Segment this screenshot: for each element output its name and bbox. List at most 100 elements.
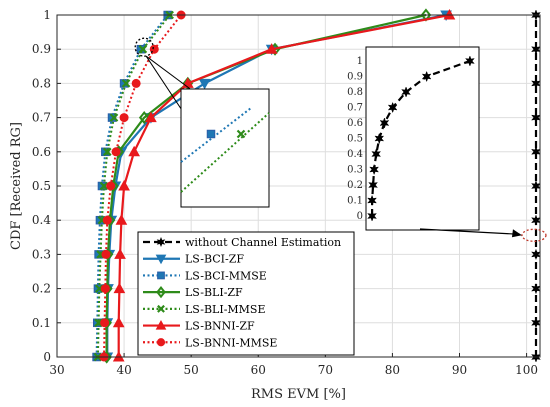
legend-label: LS-BLI-MMSE: [185, 303, 266, 316]
legend-marker: [157, 304, 165, 313]
inset-without-point: [421, 70, 432, 83]
x-tick-label: 30: [49, 363, 64, 377]
inset-without-point: [371, 148, 382, 160]
data-point: [265, 43, 278, 54]
data-point: [101, 249, 111, 259]
inset-tick-label: 0.8: [347, 87, 363, 98]
data-point: [107, 113, 117, 122]
y-axis-label: CDF [Received RG]: [9, 122, 24, 250]
legend-entry-without-channel-estimation: without Channel Estimation: [143, 236, 341, 249]
series-ls-bnni-mmse: [99, 10, 186, 362]
legend-label: LS-BNNI-MMSE: [185, 336, 277, 349]
inset-tick-label: 0.6: [347, 118, 363, 129]
y-tick-label: 0.3: [32, 247, 51, 261]
data-point: [118, 179, 130, 191]
inset-line-bci-mmse: [180, 107, 252, 163]
x-tick-label: 70: [318, 363, 333, 377]
inset-tick-label: 0.1: [347, 196, 363, 207]
legend-marker: [155, 254, 167, 265]
data-point: [198, 78, 211, 90]
inset-tick-label: 0: [357, 211, 363, 222]
inset-tick-label: 0.9: [347, 72, 363, 83]
legend-entry-ls-bli-mmse: LS-BLI-MMSE: [143, 303, 266, 316]
inset-tick-label: 1: [357, 56, 363, 67]
zoom-connector-line: [145, 55, 194, 92]
data-point: [113, 282, 126, 294]
legend: without Channel Estimation LS-BCI-ZF LS-BC…: [137, 231, 355, 356]
inset-without-point: [367, 194, 378, 207]
data-point: [112, 316, 125, 328]
zoom-inset-frame: [180, 88, 270, 208]
inset-without-point: [374, 132, 385, 145]
y-tick-label: 1: [43, 8, 51, 22]
data-point: [102, 215, 112, 225]
inset-tick-label: 0.4: [347, 149, 363, 160]
inset-tick-label: 0.7: [347, 103, 363, 114]
legend-frame: [137, 231, 355, 356]
inset-tick-label: 0.2: [347, 180, 363, 191]
legend-marker: [155, 320, 167, 330]
inset-tick-label: 0.5: [347, 134, 363, 145]
y-tick-label: 0.4: [32, 213, 51, 227]
y-tick-label: 0.5: [32, 179, 51, 193]
inset-without-point: [367, 210, 378, 222]
inset-without-point: [401, 86, 412, 98]
without-estimation-inset: 0 0.1 0.2 0.3 0.4 0.5 0.6 0.7 0.8 0.9 1: [347, 46, 547, 242]
x-tick-label: 90: [452, 363, 467, 377]
data-point: [114, 248, 126, 259]
data-point: [101, 147, 110, 157]
data-point: [99, 181, 109, 191]
without-inset-frame: [365, 46, 480, 231]
x-tick-label: 60: [251, 363, 266, 377]
legend-label: LS-BNNI-ZF: [185, 320, 255, 333]
data-point: [111, 147, 121, 157]
legend-label: LS-BCI-ZF: [185, 253, 244, 266]
legend-marker: [156, 236, 166, 248]
x-tick-label: 100: [515, 363, 538, 377]
data-point: [100, 318, 110, 328]
inset-line-bli-mmse: [180, 112, 270, 193]
x-tick-label: 80: [385, 363, 400, 377]
legend-marker: [156, 286, 166, 299]
inset-tick-label: 0.3: [347, 165, 363, 176]
legend-entry-ls-bnni-zf: LS-BNNI-ZF: [143, 320, 255, 333]
inset-without-point: [369, 163, 380, 176]
data-point: [145, 111, 157, 123]
inset-without-point: [368, 179, 379, 191]
inset-marker-bli-mmse: [236, 129, 246, 139]
legend-entry-ls-bnni-mmse: LS-BNNI-MMSE: [143, 336, 277, 349]
data-point: [109, 113, 119, 122]
legend-label: without Channel Estimation: [185, 236, 341, 249]
legend-label: LS-BLI-ZF: [185, 286, 243, 299]
zoom-inset: [145, 55, 270, 208]
data-point: [106, 181, 116, 191]
data-point: [131, 78, 141, 88]
series-ls-bnni-zf: [112, 8, 456, 362]
zoom-highlight-circle: [134, 37, 154, 57]
legend-entry-ls-bli-zf: LS-BLI-ZF: [143, 286, 243, 299]
data-point: [138, 44, 148, 54]
data-point: [121, 79, 131, 88]
data-point: [119, 113, 129, 123]
x-axis-label: RMS EVM [%]: [251, 387, 346, 402]
data-point: [103, 147, 112, 157]
y-tick-label: 0.2: [32, 282, 51, 296]
arrow-head: [511, 229, 522, 238]
y-tick-label: 0.1: [32, 316, 51, 330]
legend-marker: [157, 271, 165, 280]
inset-without-point: [387, 101, 398, 114]
without-highlight-ellipse: [521, 228, 547, 242]
y-tick-label: 0.6: [32, 145, 51, 159]
y-tick-label: 0: [43, 350, 51, 364]
data-point: [136, 44, 146, 54]
x-tick-label: 50: [184, 363, 199, 377]
data-point: [97, 181, 107, 191]
legend-entry-ls-bci-mmse: LS-BCI-MMSE: [143, 269, 267, 282]
inset-without-point: [379, 117, 390, 129]
y-tick-label: 0.8: [32, 76, 51, 90]
data-point: [128, 145, 140, 157]
legend-entry-ls-bci-zf: LS-BCI-ZF: [143, 253, 244, 266]
data-point: [138, 110, 150, 125]
inset-without-point: [464, 55, 475, 67]
